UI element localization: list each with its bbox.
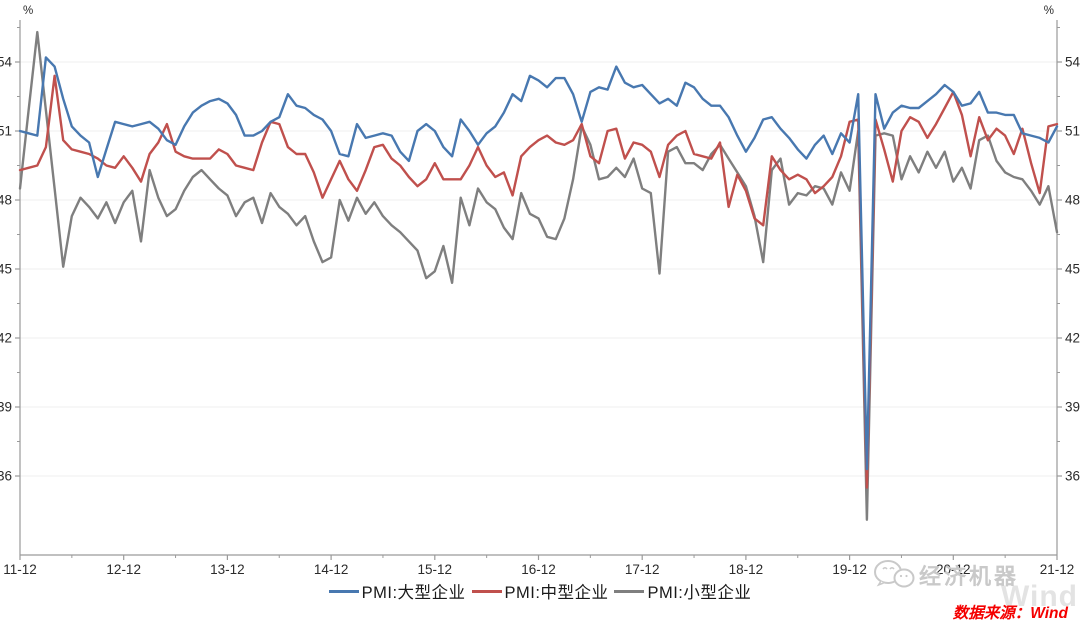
legend-item-large: PMI:大型企业 bbox=[328, 579, 466, 603]
y-axis-tick-label-left: 54 bbox=[0, 55, 12, 70]
legend-label-small: PMI:小型企业 bbox=[647, 584, 752, 602]
y-axis-tick-label-right: 36 bbox=[1065, 469, 1080, 484]
y-axis-tick-label-left: 36 bbox=[0, 469, 12, 484]
wechat-icon bbox=[874, 560, 915, 588]
large-enterprise-line-swatch bbox=[328, 589, 359, 593]
unit-label-left: % bbox=[23, 5, 33, 17]
x-axis-tick-label: 19-12 bbox=[832, 562, 867, 577]
x-axis-tick-label: 20-12 bbox=[936, 562, 971, 577]
axes bbox=[15, 20, 1062, 560]
y-axis-tick-label-left: 39 bbox=[0, 400, 12, 415]
y-axis-tick-label-right: 48 bbox=[1065, 193, 1080, 208]
x-axis-tick-label: 21-12 bbox=[1040, 562, 1075, 577]
x-axis-tick-label: 14-12 bbox=[314, 562, 349, 577]
legend-item-medium: PMI:中型企业 bbox=[471, 579, 609, 603]
y-axis-tick-label-right: 42 bbox=[1065, 331, 1080, 346]
y-axis-tick-label-left: 45 bbox=[0, 262, 12, 277]
legend-label-medium: PMI:中型企业 bbox=[504, 584, 609, 602]
pmi-small-enterprise-line bbox=[18, 30, 1059, 521]
x-axis-tick-label: 18-12 bbox=[729, 562, 764, 577]
x-axis-tick-label: 16-12 bbox=[521, 562, 556, 577]
wechat-account-watermark: 经济机器 bbox=[873, 558, 1019, 592]
x-axis-tick-label: 11-12 bbox=[3, 562, 37, 577]
x-axis-tick-label: 12-12 bbox=[106, 562, 141, 577]
medium-enterprise-line-swatch bbox=[471, 589, 502, 593]
y-axis-tick-label-right: 51 bbox=[1065, 124, 1080, 139]
y-gridlines bbox=[20, 61, 1057, 477]
data-source-note: 数据来源：Wind bbox=[952, 605, 1068, 622]
y-axis-tick-label-left: 42 bbox=[0, 331, 12, 346]
watermark-account-name: 经济机器 bbox=[919, 564, 1020, 589]
y-axis-tick-label-right: 54 bbox=[1065, 55, 1080, 70]
legend-label-large: PMI:大型企业 bbox=[361, 584, 466, 602]
legend-item-small: PMI:小型企业 bbox=[614, 579, 751, 603]
chart-legend: PMI:大型企业 PMI:中型企业 PMI:小型企业 bbox=[0, 579, 1080, 603]
y-axis-tick-label-right: 45 bbox=[1065, 262, 1080, 277]
wind-logo-watermark: Wind bbox=[1000, 580, 1078, 613]
x-axis-tick-label: 15-12 bbox=[418, 562, 453, 577]
y-axis-tick-label-right: 39 bbox=[1065, 400, 1080, 415]
x-axis-tick-label: 17-12 bbox=[625, 562, 660, 577]
unit-label-right: % bbox=[1044, 5, 1054, 17]
x-axis-tick-label: 13-12 bbox=[210, 562, 245, 577]
pmi-medium-enterprise-line bbox=[18, 74, 1059, 489]
y-axis-tick-label-left: 51 bbox=[0, 124, 12, 139]
small-enterprise-line-swatch bbox=[614, 589, 645, 593]
axis-labels: 54 54 51 51 48 48 45 45 42 42 39 39 36 36% % 11-12 12-12… bbox=[0, 5, 1080, 577]
pmi-large-enterprise-line bbox=[18, 56, 1059, 471]
y-axis-tick-label-left: 48 bbox=[0, 193, 12, 208]
